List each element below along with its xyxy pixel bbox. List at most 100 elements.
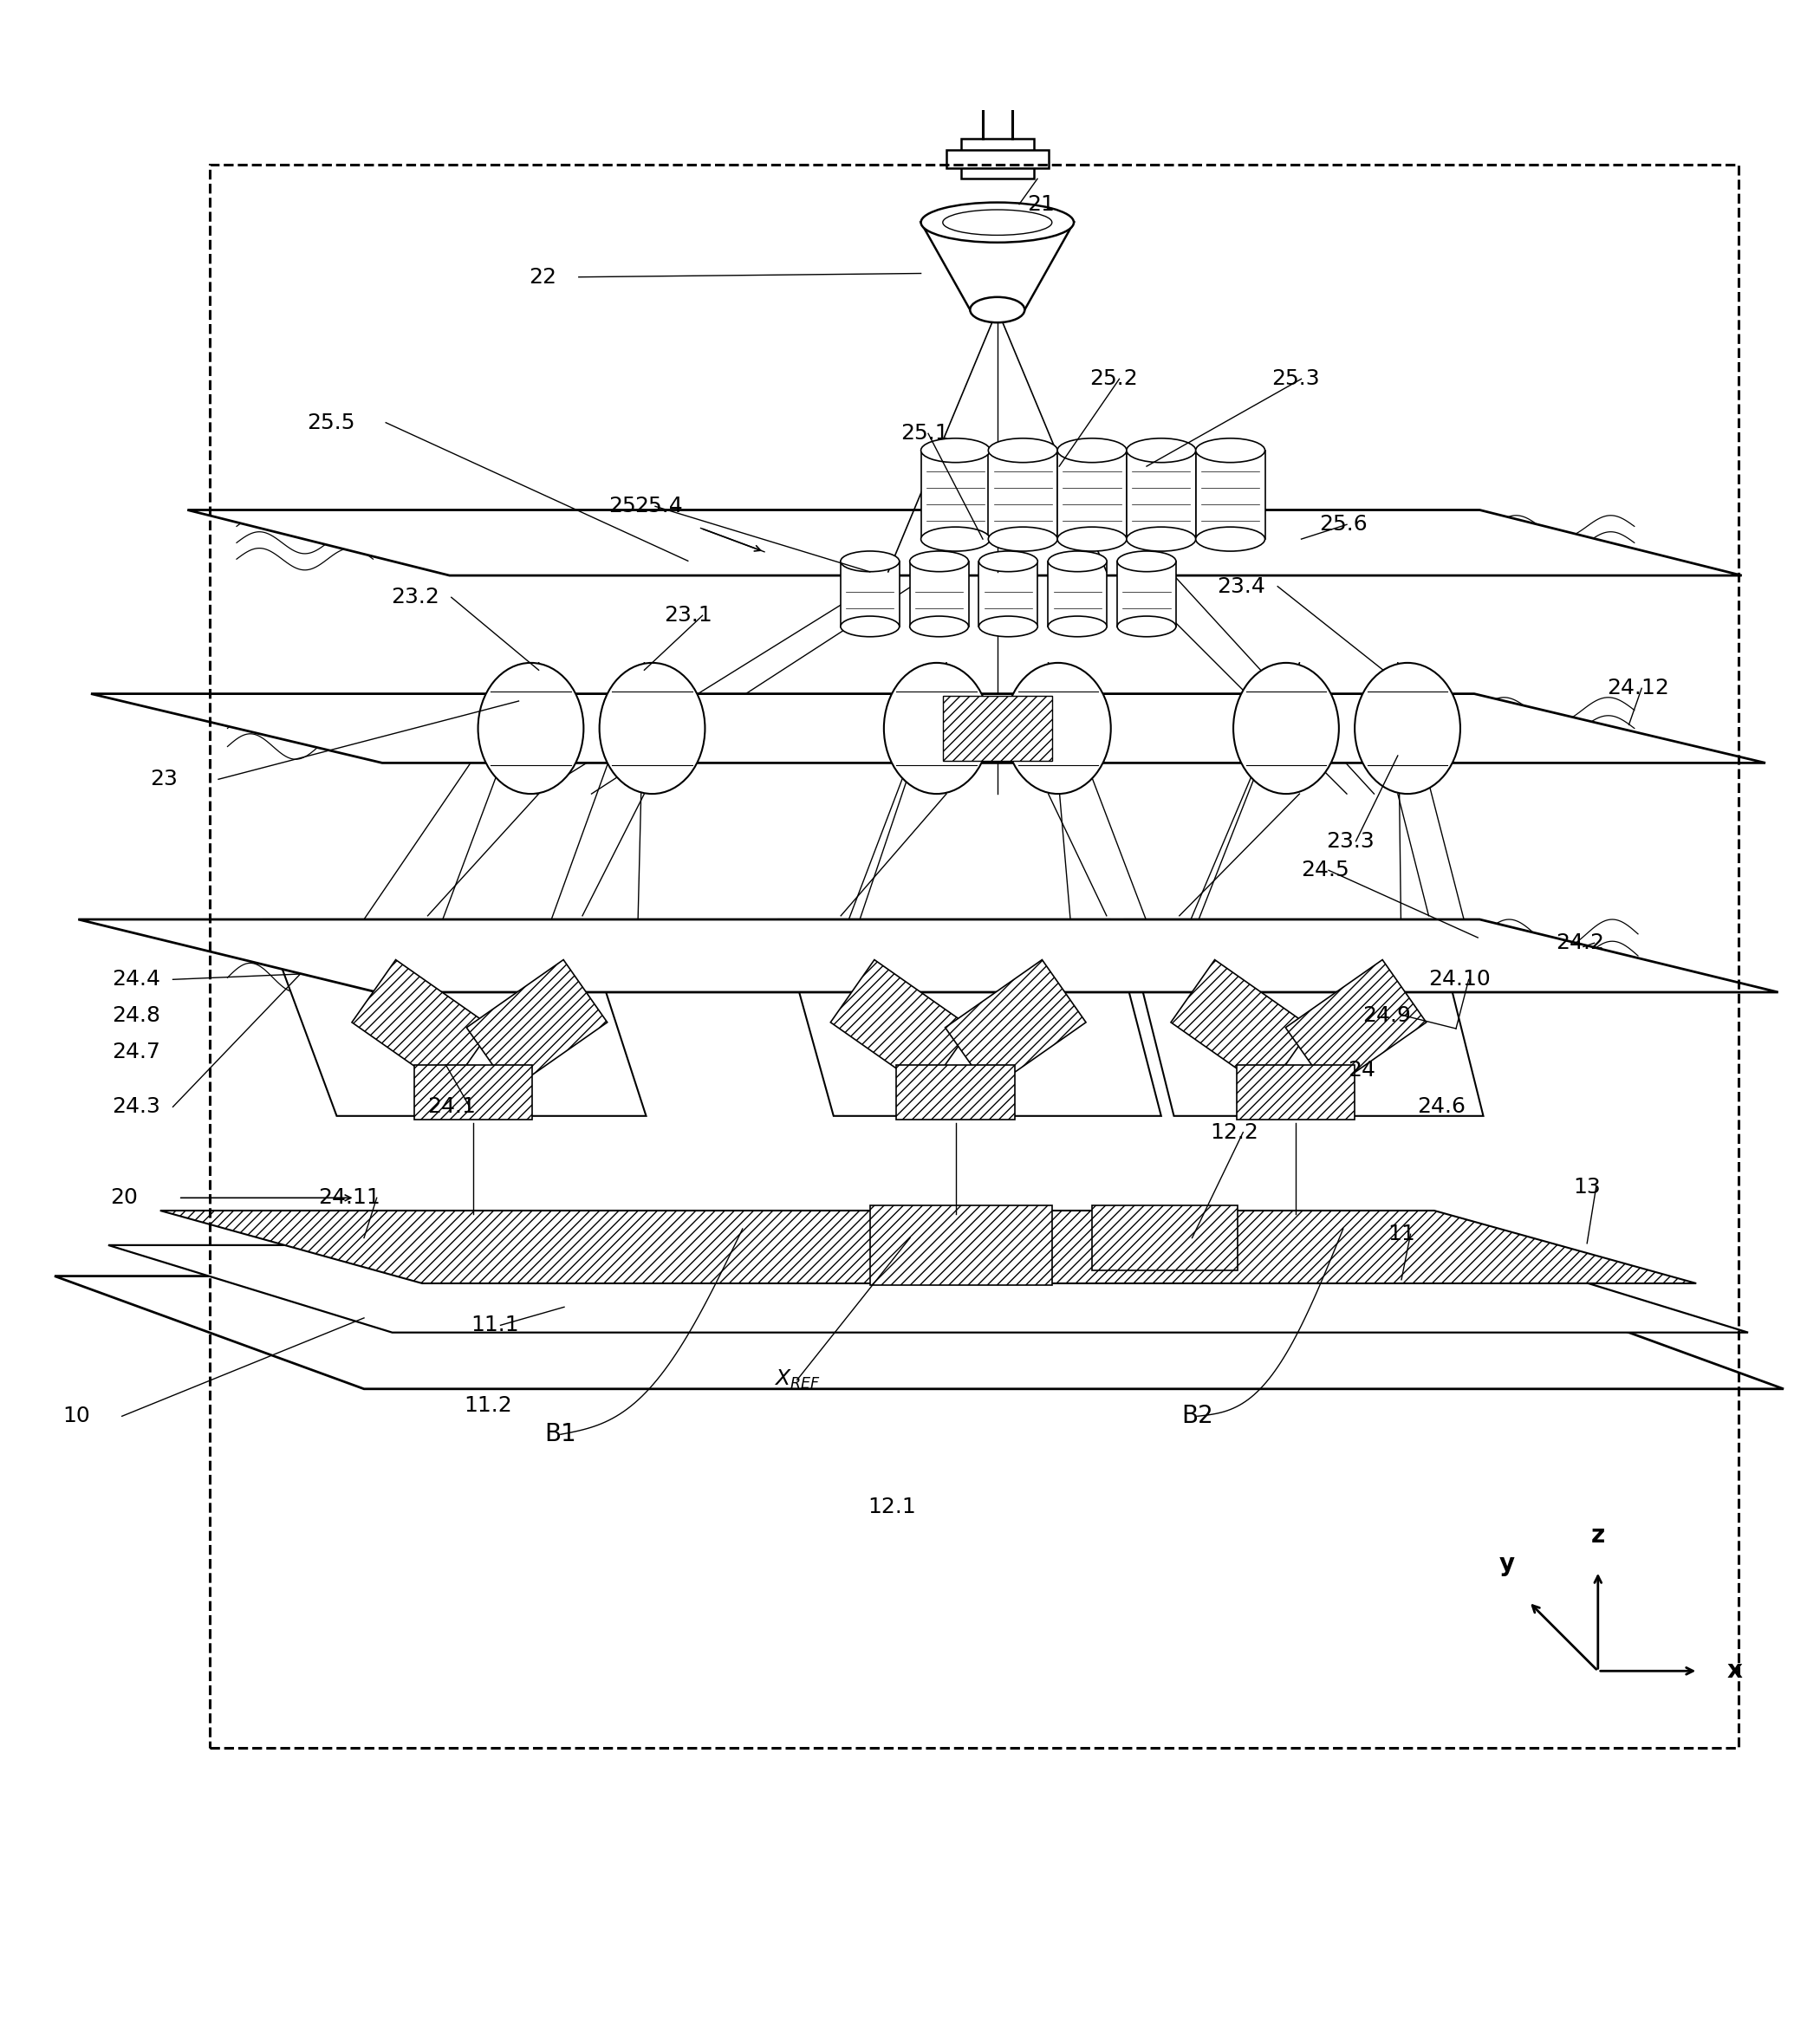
Polygon shape — [1285, 960, 1427, 1091]
Polygon shape — [91, 693, 1765, 763]
Polygon shape — [841, 561, 899, 626]
Ellipse shape — [1127, 438, 1196, 463]
Ellipse shape — [921, 202, 1074, 243]
Polygon shape — [1238, 1064, 1354, 1119]
Text: x: x — [1727, 1660, 1744, 1682]
Ellipse shape — [921, 526, 990, 551]
Polygon shape — [160, 1211, 1696, 1283]
Polygon shape — [988, 451, 1057, 538]
Text: 24.10: 24.10 — [1429, 969, 1491, 989]
Ellipse shape — [1048, 616, 1107, 636]
Text: 11.1: 11.1 — [471, 1315, 519, 1336]
Polygon shape — [779, 920, 1161, 1115]
Polygon shape — [55, 1276, 1784, 1389]
Text: 20: 20 — [109, 1187, 138, 1209]
Text: 25.2: 25.2 — [1090, 369, 1138, 389]
Text: B2: B2 — [1181, 1405, 1214, 1429]
Text: 23.1: 23.1 — [664, 606, 712, 626]
Ellipse shape — [979, 551, 1037, 571]
Polygon shape — [870, 1205, 1052, 1285]
Text: 25.1: 25.1 — [901, 424, 948, 445]
Polygon shape — [910, 561, 968, 626]
Text: 23: 23 — [149, 769, 178, 789]
Polygon shape — [264, 920, 646, 1115]
Ellipse shape — [841, 551, 899, 571]
Ellipse shape — [1117, 616, 1176, 636]
Text: 25.3: 25.3 — [1272, 369, 1320, 389]
Polygon shape — [1117, 561, 1176, 626]
Polygon shape — [1196, 451, 1265, 538]
Ellipse shape — [1117, 551, 1176, 571]
Text: 21: 21 — [1026, 194, 1056, 214]
Ellipse shape — [1127, 526, 1196, 551]
Ellipse shape — [1005, 663, 1110, 793]
FancyBboxPatch shape — [961, 139, 1034, 179]
Text: z: z — [1591, 1523, 1605, 1548]
FancyBboxPatch shape — [946, 149, 1048, 167]
Text: 25.6: 25.6 — [1320, 514, 1367, 534]
Ellipse shape — [1354, 663, 1460, 793]
Text: 12.2: 12.2 — [1210, 1121, 1258, 1142]
Text: 24.11: 24.11 — [318, 1187, 380, 1209]
Ellipse shape — [1234, 663, 1340, 793]
Polygon shape — [415, 1064, 531, 1119]
Ellipse shape — [910, 616, 968, 636]
Text: 24.1: 24.1 — [428, 1097, 475, 1117]
Text: 24.4: 24.4 — [113, 969, 160, 989]
Ellipse shape — [1057, 438, 1127, 463]
Polygon shape — [895, 1064, 1016, 1119]
Polygon shape — [1125, 920, 1483, 1115]
Polygon shape — [187, 510, 1742, 575]
Ellipse shape — [599, 663, 704, 793]
Ellipse shape — [970, 298, 1025, 322]
Ellipse shape — [921, 438, 990, 463]
Text: 23.2: 23.2 — [391, 587, 439, 608]
Text: 10: 10 — [62, 1405, 91, 1427]
Polygon shape — [921, 222, 1074, 310]
Text: 24.7: 24.7 — [113, 1042, 160, 1062]
Text: 24.5: 24.5 — [1301, 860, 1349, 881]
Ellipse shape — [1196, 526, 1265, 551]
Text: 25: 25 — [608, 495, 637, 516]
Text: B1: B1 — [544, 1423, 577, 1446]
Polygon shape — [1170, 960, 1312, 1091]
Polygon shape — [979, 561, 1037, 626]
Ellipse shape — [988, 438, 1057, 463]
Ellipse shape — [943, 210, 1052, 234]
Text: 11: 11 — [1387, 1223, 1416, 1244]
Text: 24.9: 24.9 — [1363, 1005, 1411, 1026]
Text: 24.12: 24.12 — [1607, 677, 1669, 699]
Text: 23.4: 23.4 — [1218, 575, 1265, 597]
Ellipse shape — [988, 526, 1057, 551]
Text: 13: 13 — [1572, 1177, 1602, 1197]
Text: 11.2: 11.2 — [464, 1395, 511, 1415]
Ellipse shape — [885, 663, 990, 793]
Text: 24.2: 24.2 — [1556, 932, 1603, 954]
Polygon shape — [1092, 1205, 1238, 1270]
Text: 25.4: 25.4 — [635, 495, 682, 516]
Text: 24.6: 24.6 — [1418, 1097, 1465, 1117]
Ellipse shape — [1048, 551, 1107, 571]
Text: 24.3: 24.3 — [113, 1097, 160, 1117]
Text: 25.5: 25.5 — [308, 412, 355, 432]
Text: 24: 24 — [1347, 1060, 1376, 1081]
Ellipse shape — [1057, 526, 1127, 551]
Text: y: y — [1500, 1552, 1514, 1576]
Polygon shape — [1127, 451, 1196, 538]
Polygon shape — [1057, 451, 1127, 538]
Polygon shape — [109, 1246, 1747, 1334]
Ellipse shape — [479, 663, 584, 793]
Polygon shape — [943, 695, 1052, 761]
Ellipse shape — [841, 616, 899, 636]
Text: $X_{REF}$: $X_{REF}$ — [774, 1368, 821, 1391]
Ellipse shape — [1196, 438, 1265, 463]
Polygon shape — [78, 920, 1778, 993]
Text: 12.1: 12.1 — [868, 1497, 915, 1517]
Ellipse shape — [979, 616, 1037, 636]
Polygon shape — [466, 960, 608, 1091]
Polygon shape — [945, 960, 1087, 1091]
Ellipse shape — [910, 551, 968, 571]
Polygon shape — [921, 451, 990, 538]
Polygon shape — [830, 960, 972, 1091]
Text: 23.3: 23.3 — [1327, 830, 1374, 852]
